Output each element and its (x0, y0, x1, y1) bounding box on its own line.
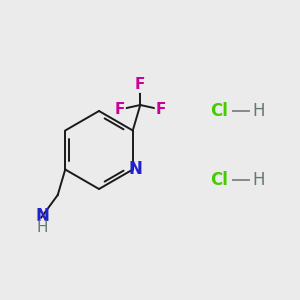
Text: H: H (253, 171, 265, 189)
Text: Cl: Cl (210, 102, 228, 120)
Text: N: N (36, 207, 50, 225)
Text: Cl: Cl (210, 171, 228, 189)
Text: F: F (155, 102, 166, 117)
Text: F: F (115, 102, 125, 117)
Text: H: H (37, 220, 49, 236)
Text: F: F (135, 77, 146, 92)
Text: N: N (128, 160, 142, 178)
Text: H: H (253, 102, 265, 120)
